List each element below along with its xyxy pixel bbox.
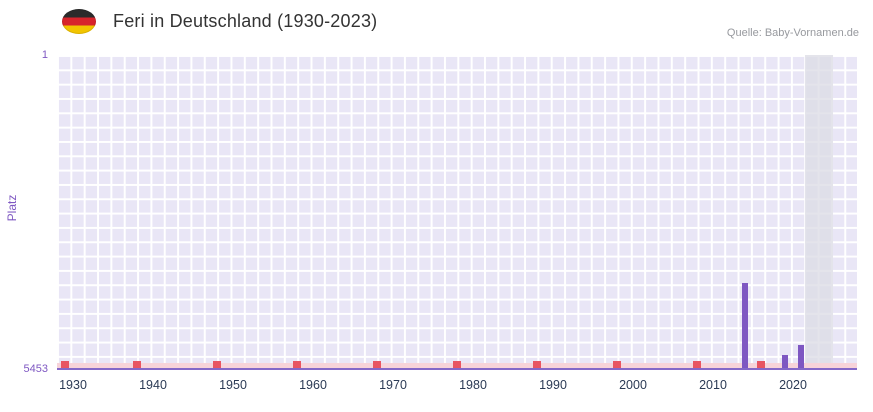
- no-data-marker-1938: [133, 361, 141, 368]
- no-data-marker-1998: [613, 361, 621, 368]
- x-tick-2020: 2020: [779, 378, 807, 392]
- rank-bar-2019[interactable]: [782, 355, 788, 368]
- x-tick-1950: 1950: [219, 378, 247, 392]
- x-axis-ticks: 1930 1940 1950 1960 1970 1980 1990 2000 2010 2020: [0, 378, 873, 398]
- rank-bar-2021[interactable]: [798, 345, 804, 368]
- chart-header: Feri in Deutschland (1930-2023): [62, 9, 377, 34]
- no-data-marker-1948: [213, 361, 221, 368]
- x-tick-1960: 1960: [299, 378, 327, 392]
- no-data-marker-2008: [693, 361, 701, 368]
- x-tick-1970: 1970: [379, 378, 407, 392]
- source-attribution: Quelle: Baby-Vornamen.de: [726, 27, 859, 39]
- x-tick-1930: 1930: [59, 378, 87, 392]
- no-data-marker-2016: [757, 361, 765, 368]
- no-data-marker-1988: [533, 361, 541, 368]
- recent-years-band: [805, 55, 833, 368]
- chart-title: Feri in Deutschland (1930-2023): [113, 11, 378, 31]
- no-data-marker-1929: [61, 361, 69, 368]
- no-data-marker-1978: [453, 361, 461, 368]
- x-tick-1940: 1940: [139, 378, 167, 392]
- plot-area: [57, 55, 857, 370]
- no-data-marker-1968: [373, 361, 381, 368]
- rank-bar-2014[interactable]: [742, 283, 748, 368]
- y-axis-tick-bottom: 5453: [23, 363, 48, 375]
- x-tick-1980: 1980: [459, 378, 487, 392]
- germany-flag-icon: [62, 9, 96, 34]
- no-data-marker-1958: [293, 361, 301, 368]
- x-tick-2010: 2010: [699, 378, 727, 392]
- x-tick-1990: 1990: [539, 378, 567, 392]
- x-tick-2000: 2000: [619, 378, 647, 392]
- y-axis-tick-top: 1: [41, 49, 48, 61]
- y-axis-label: Platz: [5, 194, 19, 222]
